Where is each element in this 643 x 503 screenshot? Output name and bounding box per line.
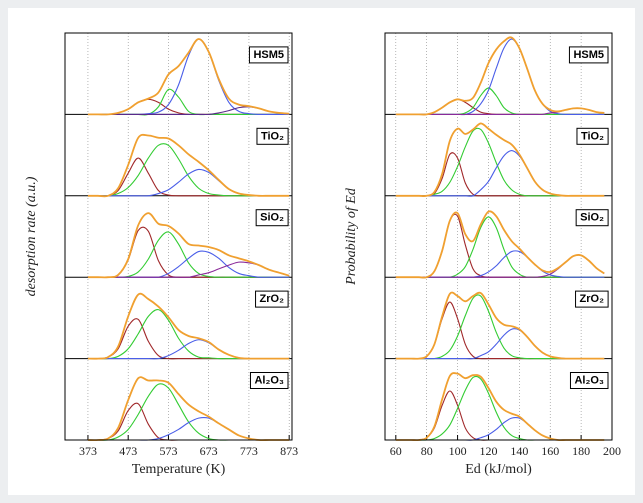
panel-label-box — [576, 127, 609, 145]
x-tick-label: 60 — [390, 444, 402, 458]
panel-label-box — [255, 209, 289, 227]
panel-label-box — [255, 290, 289, 308]
curve — [395, 36, 605, 116]
panel-label: Al₂O₃ — [254, 375, 284, 387]
curve — [87, 38, 290, 116]
x-tick-label: 573 — [159, 444, 177, 458]
x-tick-label: 160 — [541, 444, 559, 458]
x-tick-label: 773 — [240, 444, 258, 458]
x-tick-label: 873 — [280, 444, 298, 458]
curve — [87, 292, 290, 360]
curve — [395, 122, 605, 197]
curve — [87, 133, 290, 198]
x-tick-label: 200 — [603, 444, 621, 458]
panel-label: TiO₂ — [581, 130, 604, 142]
chart: 60 80 100 120 140 160 180 200 HSM5 TiO₂ SiO₂ ZrO₂ Al… — [344, 32, 621, 477]
panel-label-box — [256, 127, 289, 145]
panel-label: HSM5 — [253, 49, 284, 61]
curve — [395, 291, 605, 360]
panel-label-box — [568, 46, 609, 64]
curve — [395, 210, 605, 279]
y-axis-title: desorption rate (a.u.) — [24, 176, 39, 296]
x-tick-label: 473 — [119, 444, 137, 458]
panel-label: Al₂O₃ — [574, 375, 604, 387]
panel-label-box — [575, 209, 609, 227]
plot-frame — [64, 32, 293, 441]
x-tick-label: 673 — [200, 444, 218, 458]
x-axis-title: Temperature (K) — [132, 462, 226, 477]
x-tick-label: 140 — [510, 444, 528, 458]
y-axis-title: Probability of Ed — [344, 187, 359, 286]
panel-label: SiO₂ — [580, 212, 604, 224]
panel-label: SiO₂ — [260, 212, 284, 224]
panel-label-box — [569, 372, 609, 390]
plot-frame — [384, 32, 613, 441]
x-tick-label: 100 — [449, 444, 467, 458]
x-tick-label: 373 — [79, 444, 97, 458]
panel-label: ZrO₂ — [260, 293, 285, 305]
x-tick-label: 120 — [479, 444, 497, 458]
card — [8, 8, 635, 495]
x-tick-label: 80 — [421, 444, 433, 458]
panel-label: HSM5 — [573, 49, 604, 61]
x-axis-title: Ed (kJ/mol) — [465, 462, 532, 477]
chart: 373 473 573 673 773 873 HSM5 TiO₂ SiO₂ ZrO₂ Al₂O₃ T… — [24, 32, 298, 477]
panel-label-box — [248, 46, 289, 64]
panel-label: TiO₂ — [261, 130, 284, 142]
panel-label-box — [575, 290, 609, 308]
panel-label: ZrO₂ — [580, 293, 605, 305]
panel-label-box — [249, 372, 289, 390]
x-tick-label: 180 — [572, 444, 590, 458]
curve — [87, 212, 290, 279]
